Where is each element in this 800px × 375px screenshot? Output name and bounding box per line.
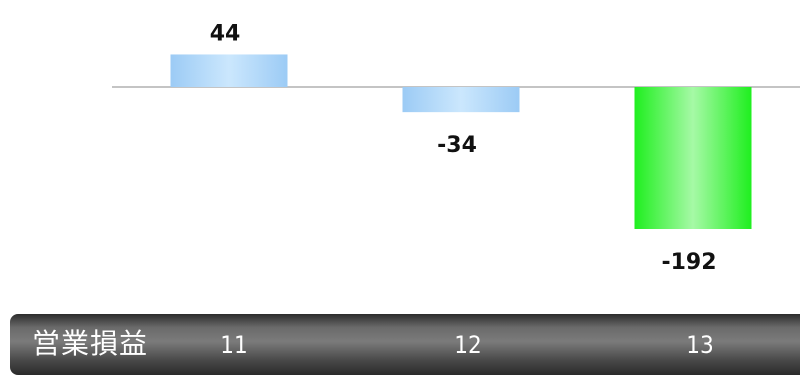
bar-12: [402, 87, 520, 113]
category-footer: 営業損益 11 12 13: [10, 314, 800, 375]
operating-profit-chart: 44 -34 -192: [112, 21, 800, 275]
data-label-11: 44: [210, 21, 241, 46]
bar-13: [634, 87, 752, 229]
category-label-12: 12: [454, 331, 482, 359]
bar-group: 44 -34 -192: [170, 21, 752, 275]
data-label-12: -34: [437, 133, 477, 158]
footer-title: 営業損益: [32, 327, 149, 360]
bar-11: [170, 54, 288, 87]
data-label-13: -192: [661, 250, 716, 275]
category-label-11: 11: [220, 331, 248, 359]
category-label-13: 13: [686, 331, 714, 359]
